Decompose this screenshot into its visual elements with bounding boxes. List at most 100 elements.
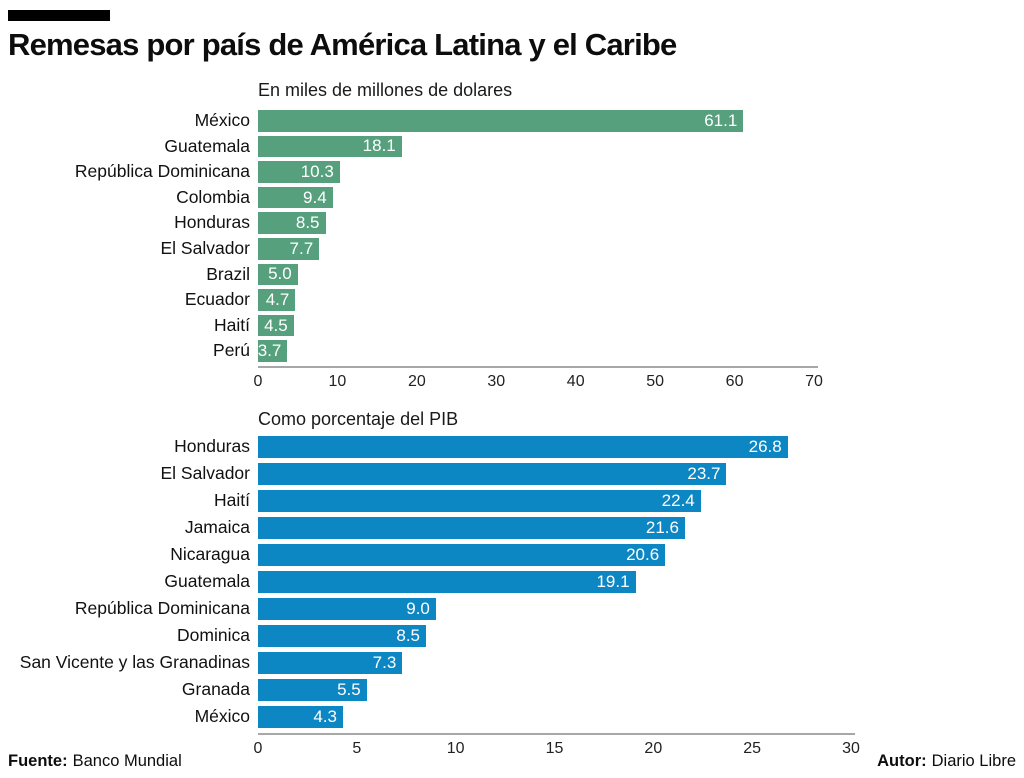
x-axis-tick-label: 30	[842, 739, 860, 757]
bar-track: 5.5	[258, 678, 851, 701]
bar-track: 21.6	[258, 516, 851, 539]
bar-track: 8.5	[258, 212, 814, 234]
x-axis-tick-label: 50	[646, 372, 665, 390]
bar-row: República Dominicana 9.0	[8, 597, 1024, 620]
x-axis-ticks: 0 10 20 30 40 50 60 70	[254, 372, 823, 391]
page-title: Remesas por país de América Latina y el …	[8, 27, 677, 62]
x-axis-tick-label: 10	[446, 739, 465, 757]
bar-row: Perú 3.7	[8, 340, 1024, 362]
bar-track: 8.5	[258, 624, 851, 647]
bar-row: El Salvador 23.7	[8, 462, 1024, 485]
bar-value-label: 19.1	[596, 571, 630, 591]
bar-track: 7.7	[258, 237, 814, 260]
author-credit: Autor: Diario Libre	[877, 752, 1016, 771]
bar: 26.8	[258, 435, 788, 458]
author-label: Autor:	[877, 752, 927, 770]
x-axis-ticks: 0 5 10 15 20 25 30	[254, 739, 860, 758]
bar-track: 61.1	[258, 110, 814, 132]
footer: Fuente: Banco Mundial Autor: Diario Libre	[8, 752, 1016, 771]
category-label: Brazil	[206, 263, 250, 284]
bar-value-label: 7.7	[289, 238, 314, 258]
bar-track: 26.8	[258, 435, 851, 458]
bar: 19.1	[258, 570, 636, 593]
bar-row: México 61.1	[8, 110, 1024, 132]
bar: 18.1	[258, 135, 402, 158]
bar-value-label: 8.5	[396, 625, 421, 645]
chart-remittances-pib: Como porcentaje del PIB Honduras 26.8 El…	[8, 409, 1024, 758]
source-text: Banco Mundial	[72, 752, 182, 770]
bar-value-label: 18.1	[362, 136, 396, 156]
bar-track: 4.7	[258, 289, 814, 311]
bar-track: 5.0	[258, 263, 814, 286]
category-label: Jamaica	[184, 517, 250, 538]
bar-row: Ecuador 4.7	[8, 289, 1024, 311]
bar-track: 22.4	[258, 489, 851, 512]
bar-row: Honduras 26.8	[8, 435, 1024, 458]
bar: 4.5	[258, 314, 294, 337]
bar-row: Guatemala 18.1	[8, 135, 1024, 158]
bar-value-label: 8.5	[295, 213, 320, 233]
bar: 10.3	[258, 161, 340, 183]
category-label: Guatemala	[164, 135, 250, 156]
category-label: México	[194, 110, 250, 131]
category-label: Dominica	[177, 625, 250, 646]
chart2-subtitle: Como porcentaje del PIB	[258, 408, 459, 429]
bar-value-label: 9.0	[406, 598, 430, 618]
category-label: Perú	[213, 340, 250, 361]
chart1-rows: México 61.1 Guatemala 18.1 República Dom…	[8, 110, 1024, 362]
category-label: Haití	[214, 314, 250, 335]
bar-value-label: 26.8	[748, 436, 782, 456]
bar-row: Granada 5.5	[8, 678, 1024, 701]
bar-value-label: 23.7	[687, 463, 721, 483]
category-label: Colombia	[176, 186, 250, 207]
bar: 4.3	[258, 705, 343, 728]
category-label: El Salvador	[160, 463, 251, 484]
x-axis-tick-label: 0	[253, 372, 263, 390]
category-label: Honduras	[174, 212, 250, 233]
category-label: Guatemala	[164, 571, 250, 592]
bar-row: Colombia 9.4	[8, 186, 1024, 209]
x-axis-tick-label: 70	[805, 372, 823, 390]
x-axis-line	[258, 365, 818, 368]
x-axis-tick-label: 15	[545, 739, 564, 757]
bar-row: San Vicente y las Granadinas 7.3	[8, 651, 1024, 674]
bar-track: 4.5	[258, 314, 814, 337]
author-text: Diario Libre	[931, 752, 1016, 770]
bar: 9.4	[258, 186, 333, 209]
bar-track: 19.1	[258, 570, 851, 593]
bar-value-label: 5.0	[268, 264, 292, 284]
bar-row: Haití 4.5	[8, 314, 1024, 337]
bar: 7.7	[258, 237, 320, 260]
bar-track: 9.4	[258, 186, 814, 209]
x-axis-tick-label: 40	[566, 372, 585, 390]
category-label: República Dominicana	[74, 161, 250, 182]
bar: 7.3	[258, 651, 403, 674]
bar: 3.7	[258, 340, 288, 362]
bar: 21.6	[258, 516, 685, 539]
bar-track: 7.3	[258, 651, 851, 674]
bar-row: Jamaica 21.6	[8, 516, 1024, 539]
bar-value-label: 22.4	[661, 490, 695, 510]
bar-row: República Dominicana 10.3	[8, 161, 1024, 183]
bar-value-label: 4.7	[265, 289, 290, 309]
x-axis-tick-label: 60	[725, 372, 744, 390]
bar-value-label: 21.6	[645, 517, 679, 537]
category-label: Honduras	[174, 436, 250, 457]
bar-track: 3.7	[258, 340, 814, 362]
bar-value-label: 20.6	[626, 544, 660, 564]
bar: 8.5	[258, 624, 427, 647]
x-axis-tick-label: 10	[328, 372, 347, 390]
bar-value-label: 4.3	[313, 706, 337, 726]
bar-row: Haití 22.4	[8, 489, 1024, 512]
bar-row: Honduras 8.5	[8, 212, 1024, 234]
category-label: Nicaragua	[170, 544, 250, 565]
bar-row: Nicaragua 20.6	[8, 543, 1024, 566]
bar-row: Guatemala 19.1	[8, 570, 1024, 593]
bar-track: 9.0	[258, 597, 851, 620]
chart1-subtitle: En miles de millones de dolares	[258, 80, 513, 100]
bar: 5.0	[258, 263, 298, 286]
bar-value-label: 9.4	[303, 187, 327, 207]
bar-row: El Salvador 7.7	[8, 237, 1024, 260]
bar: 20.6	[258, 543, 666, 566]
